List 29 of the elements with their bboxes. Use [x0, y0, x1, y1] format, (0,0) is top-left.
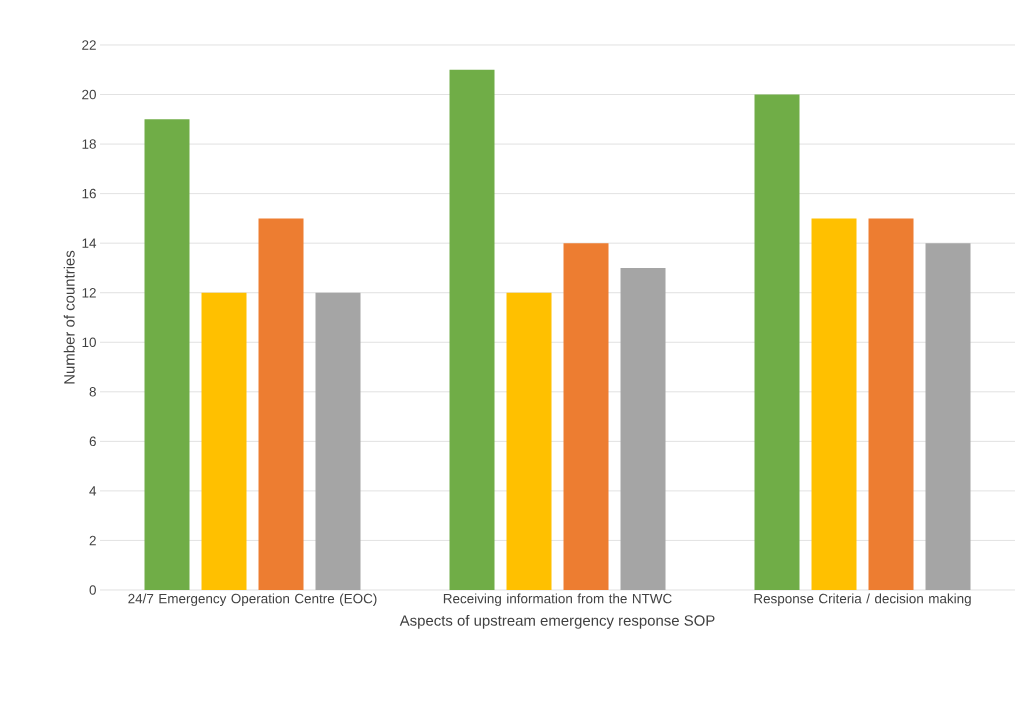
x-tick-label: Response Criteria / decision making — [754, 593, 971, 607]
bar — [315, 292, 361, 590]
y-tick-label: 2 — [89, 535, 96, 546]
bar — [449, 69, 495, 590]
bar — [201, 292, 247, 590]
y-tick-label: 12 — [82, 288, 96, 298]
bar — [506, 292, 552, 590]
y-tick-label: 20 — [82, 89, 96, 100]
y-tick-label: 8 — [89, 387, 96, 397]
bar — [563, 243, 609, 590]
y-tick-label: 22 — [82, 40, 96, 50]
bar — [144, 119, 190, 590]
y-tick-label: 16 — [82, 188, 96, 199]
x-tick-label: Receiving information from the NTWC — [443, 593, 672, 607]
bar — [620, 267, 666, 590]
bar — [868, 218, 914, 590]
x-tick-label: 24/7 Emergency Operation Centre (EOC) — [128, 593, 377, 607]
y-tick-label: 0 — [89, 585, 96, 595]
bar — [925, 243, 971, 590]
x-axis-title: Aspects of upstream emergency response SOP — [399, 614, 715, 629]
y-tick-label: 6 — [89, 436, 96, 447]
y-tick-label: 10 — [82, 337, 96, 348]
y-axis-title: Number of countries — [63, 250, 75, 384]
y-tick-label: 18 — [82, 139, 96, 149]
y-tick-label: 4 — [89, 486, 97, 496]
bar — [811, 218, 857, 590]
bar — [258, 218, 304, 590]
y-tick-label: 14 — [82, 238, 97, 248]
bar — [754, 94, 800, 590]
